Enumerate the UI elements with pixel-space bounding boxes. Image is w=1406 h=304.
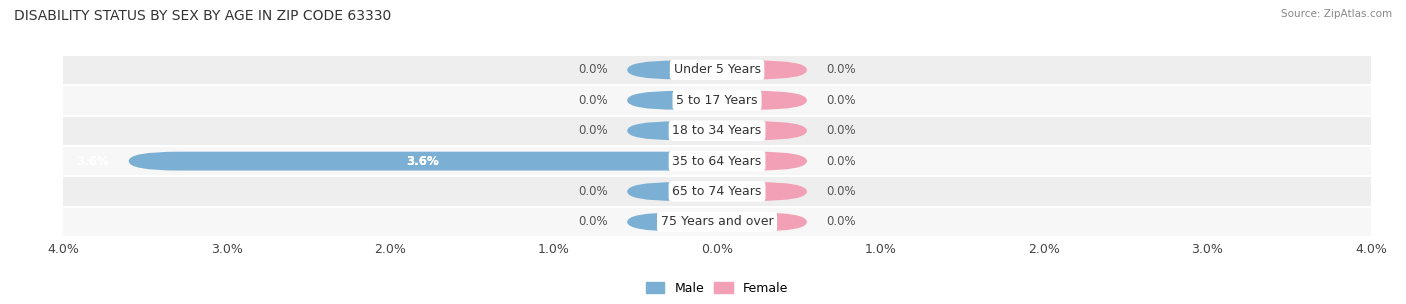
Text: Under 5 Years: Under 5 Years xyxy=(673,64,761,76)
FancyBboxPatch shape xyxy=(717,152,807,171)
Text: 65 to 74 Years: 65 to 74 Years xyxy=(672,185,762,198)
Text: 3.6%: 3.6% xyxy=(76,155,110,168)
Text: 35 to 64 Years: 35 to 64 Years xyxy=(672,155,762,168)
FancyBboxPatch shape xyxy=(129,152,717,171)
FancyBboxPatch shape xyxy=(717,121,807,140)
FancyBboxPatch shape xyxy=(717,60,807,79)
FancyBboxPatch shape xyxy=(627,212,717,231)
Text: 0.0%: 0.0% xyxy=(578,216,607,228)
FancyBboxPatch shape xyxy=(63,176,1371,207)
Text: 0.0%: 0.0% xyxy=(578,64,607,76)
Text: 0.0%: 0.0% xyxy=(827,94,856,107)
Text: 0.0%: 0.0% xyxy=(827,185,856,198)
FancyBboxPatch shape xyxy=(717,212,807,231)
FancyBboxPatch shape xyxy=(717,182,807,201)
FancyBboxPatch shape xyxy=(627,60,717,79)
FancyBboxPatch shape xyxy=(63,85,1371,116)
FancyBboxPatch shape xyxy=(63,146,1371,176)
Legend: Male, Female: Male, Female xyxy=(641,277,793,300)
FancyBboxPatch shape xyxy=(63,55,1371,85)
FancyBboxPatch shape xyxy=(627,91,717,110)
Text: 0.0%: 0.0% xyxy=(578,185,607,198)
FancyBboxPatch shape xyxy=(627,121,717,140)
FancyBboxPatch shape xyxy=(63,207,1371,237)
FancyBboxPatch shape xyxy=(63,116,1371,146)
FancyBboxPatch shape xyxy=(717,91,807,110)
Text: 5 to 17 Years: 5 to 17 Years xyxy=(676,94,758,107)
FancyBboxPatch shape xyxy=(627,182,717,201)
Text: Source: ZipAtlas.com: Source: ZipAtlas.com xyxy=(1281,9,1392,19)
Text: 3.6%: 3.6% xyxy=(406,155,439,168)
Text: 75 Years and over: 75 Years and over xyxy=(661,216,773,228)
Text: 0.0%: 0.0% xyxy=(827,155,856,168)
Text: DISABILITY STATUS BY SEX BY AGE IN ZIP CODE 63330: DISABILITY STATUS BY SEX BY AGE IN ZIP C… xyxy=(14,9,391,23)
Text: 3.6%: 3.6% xyxy=(406,155,439,168)
Text: 0.0%: 0.0% xyxy=(578,94,607,107)
Text: 0.0%: 0.0% xyxy=(827,124,856,137)
Text: 18 to 34 Years: 18 to 34 Years xyxy=(672,124,762,137)
Text: 0.0%: 0.0% xyxy=(578,124,607,137)
Text: 0.0%: 0.0% xyxy=(827,64,856,76)
Text: 0.0%: 0.0% xyxy=(827,216,856,228)
